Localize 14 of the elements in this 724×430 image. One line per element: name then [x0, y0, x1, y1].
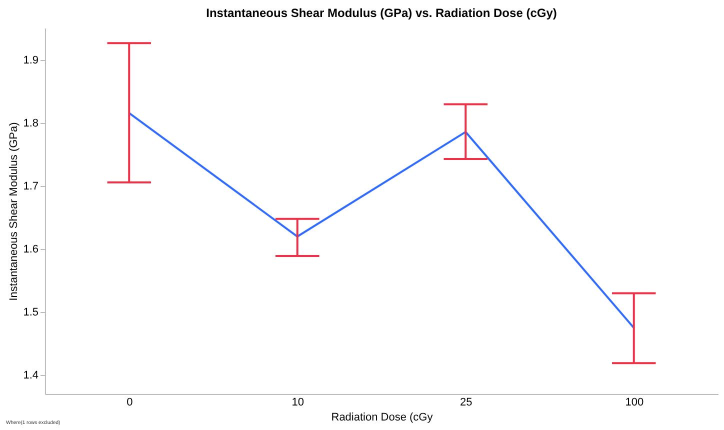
line-series	[128, 112, 635, 329]
y-tick-label: 1.7	[23, 180, 38, 193]
y-tick-label: 1.6	[23, 244, 38, 256]
x-tick-label: 100	[625, 396, 644, 408]
y-tick-label: 1.9	[23, 54, 38, 67]
x-tick-label: 0	[126, 396, 133, 408]
y-axis-title: Instantaneous Shear Modulus (GPa)	[8, 122, 20, 301]
x-tick-label: 25	[460, 396, 472, 408]
chart-title: Instantaneous Shear Modulus (GPa) vs. Radiation Dose (cGy)	[206, 6, 557, 20]
y-tick-label: 1.5	[23, 306, 38, 319]
y-tick-label: 1.8	[23, 118, 38, 130]
x-axis-title: Radiation Dose (cGy	[331, 412, 434, 424]
x-tick-label: 10	[292, 396, 304, 408]
y-tick-label: 1.4	[23, 370, 38, 382]
